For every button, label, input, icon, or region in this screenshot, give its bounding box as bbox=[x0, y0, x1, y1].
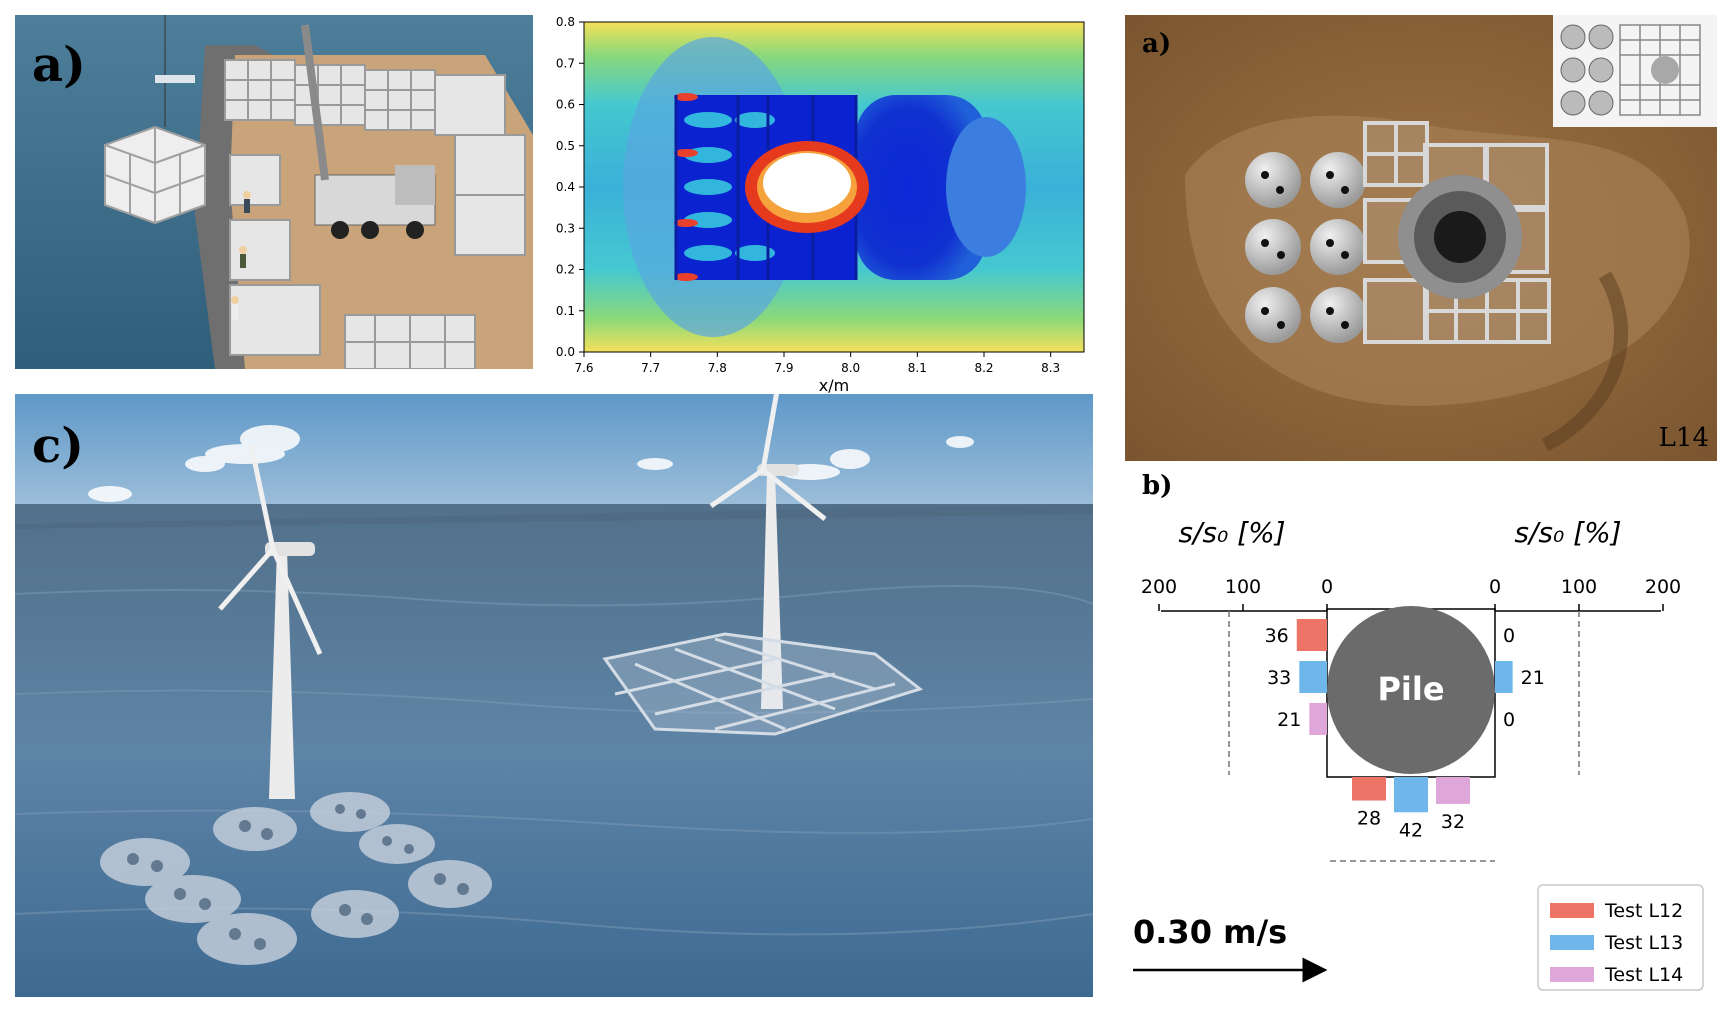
cfd-x-tick-label: 7.6 bbox=[574, 361, 593, 375]
pile-label: Pile bbox=[1377, 670, 1444, 708]
scour-test-id-label: L14 bbox=[1658, 423, 1709, 453]
bottom-scour-bar-l12 bbox=[1352, 777, 1386, 801]
cfd-y-tick-label: 0.0 bbox=[556, 345, 575, 359]
cfd-y-tick-label: 0.3 bbox=[556, 221, 575, 235]
velocity-label: 0.30 m/s bbox=[1133, 913, 1287, 951]
barge-photo-label: a) bbox=[32, 37, 86, 93]
cfd-contour-plot: 0.0 0.1 0.2 0.3 0.4 0.5 0.6 0.7 0.8 7.6 7.7 7.8 7.9… bbox=[533, 15, 1100, 395]
pile-top-view bbox=[1398, 175, 1522, 299]
diagram-label: b) bbox=[1142, 471, 1173, 501]
cfd-x-axis: 7.6 7.7 7.8 7.9 8.0 8.1 8.2 8.3 bbox=[574, 352, 1060, 375]
left-tick-label: 200 bbox=[1141, 576, 1177, 598]
scour-depth-diagram: b) s/s₀ [%] s/s₀ [%] 200 100 0 0 100 200 Pile… bbox=[1125, 465, 1717, 1005]
layout-inset bbox=[1553, 15, 1717, 127]
right-scour-value-l12: 0 bbox=[1503, 625, 1515, 647]
rendering-label: c) bbox=[32, 418, 84, 474]
cfd-x-tick-label: 8.2 bbox=[974, 361, 993, 375]
scour-test-photo-panel: a) L14 bbox=[1125, 15, 1717, 461]
left-scour-value-l14: 21 bbox=[1277, 709, 1301, 731]
cfd-y-tick-label: 0.7 bbox=[556, 56, 575, 70]
legend-entry-label: Test L14 bbox=[1604, 964, 1683, 986]
grid-reef-modules bbox=[602, 632, 924, 736]
bottom-scour-bar-l14 bbox=[1436, 777, 1470, 804]
left-scour-value-l12: 36 bbox=[1265, 625, 1289, 647]
cfd-x-axis-label: x/m bbox=[819, 376, 849, 395]
legend-entry-label: Test L13 bbox=[1604, 932, 1683, 954]
legend-swatch bbox=[1550, 935, 1594, 950]
cfd-x-tick-label: 8.0 bbox=[841, 361, 860, 375]
cfd-x-tick-label: 8.1 bbox=[908, 361, 927, 375]
scour-bars: 36 33 21 0 21 0 28 42 32 bbox=[1265, 619, 1545, 841]
cfd-y-tick-label: 0.8 bbox=[556, 15, 575, 29]
right-wind-turbine bbox=[709, 394, 827, 709]
left-tick-label: 100 bbox=[1225, 576, 1261, 598]
legend-swatch bbox=[1550, 967, 1594, 982]
left-scour-bar-l12 bbox=[1296, 619, 1327, 651]
cfd-y-tick-label: 0.2 bbox=[556, 263, 575, 277]
scour-test-photo bbox=[1125, 15, 1717, 461]
perforated-spheres bbox=[1245, 152, 1366, 343]
right-tick-label: 0 bbox=[1489, 576, 1501, 598]
cfd-x-tick-label: 7.7 bbox=[641, 361, 660, 375]
right-scour-value-l14: 0 bbox=[1503, 709, 1515, 731]
offshore-wind-rendering bbox=[15, 394, 1093, 997]
barge-photo-panel: a) bbox=[15, 15, 533, 369]
offshore-rendering-panel: c) bbox=[15, 394, 1093, 997]
right-axis-label: s/s₀ [%] bbox=[1514, 516, 1621, 549]
cfd-x-tick-label: 7.9 bbox=[774, 361, 793, 375]
cfd-y-tick-label: 0.4 bbox=[556, 180, 575, 194]
barge-photo bbox=[15, 15, 533, 369]
cfd-y-tick-label: 0.1 bbox=[556, 304, 575, 318]
cfd-y-tick-label: 0.5 bbox=[556, 139, 575, 153]
cfd-y-tick-label: 0.6 bbox=[556, 98, 575, 112]
left-axis-label: s/s₀ [%] bbox=[1178, 516, 1285, 549]
bottom-scour-bar-l13 bbox=[1394, 777, 1428, 813]
bottom-scour-value-l14: 32 bbox=[1441, 811, 1465, 833]
cfd-y-axis: 0.0 0.1 0.2 0.3 0.4 0.5 0.6 0.7 0.8 bbox=[556, 15, 584, 359]
legend-entry-label: Test L12 bbox=[1604, 900, 1683, 922]
plot-area bbox=[584, 22, 1084, 352]
left-wind-turbine bbox=[218, 443, 323, 799]
bottom-scour-value-l13: 42 bbox=[1399, 819, 1423, 841]
legend: Test L12 Test L13 Test L14 bbox=[1537, 884, 1704, 991]
right-scour-value-l13: 21 bbox=[1521, 667, 1545, 689]
left-scour-bar-l13 bbox=[1299, 661, 1327, 693]
percent-axes: 200 100 0 0 100 200 bbox=[1141, 576, 1681, 612]
cfd-x-tick-label: 7.8 bbox=[708, 361, 727, 375]
left-scour-value-l13: 33 bbox=[1267, 667, 1291, 689]
bottom-scour-value-l12: 28 bbox=[1357, 808, 1381, 830]
left-scour-bar-l14 bbox=[1309, 703, 1327, 735]
scour-photo-label: a) bbox=[1142, 29, 1172, 59]
cfd-x-tick-label: 8.3 bbox=[1041, 361, 1060, 375]
cfd-plot-svg: 0.0 0.1 0.2 0.3 0.4 0.5 0.6 0.7 0.8 7.6 7.7 7.8 7.9… bbox=[556, 15, 1085, 395]
right-tick-label: 100 bbox=[1561, 576, 1597, 598]
scour-diagram-svg: s/s₀ [%] s/s₀ [%] 200 100 0 0 100 200 Pile 36… bbox=[1133, 516, 1704, 991]
perforated-reef-blocks bbox=[100, 792, 492, 965]
pile-circle bbox=[1327, 606, 1495, 774]
left-tick-label: 0 bbox=[1321, 576, 1333, 598]
right-tick-label: 200 bbox=[1645, 576, 1681, 598]
legend-swatch bbox=[1550, 903, 1594, 918]
right-scour-bar-l13 bbox=[1495, 661, 1513, 693]
